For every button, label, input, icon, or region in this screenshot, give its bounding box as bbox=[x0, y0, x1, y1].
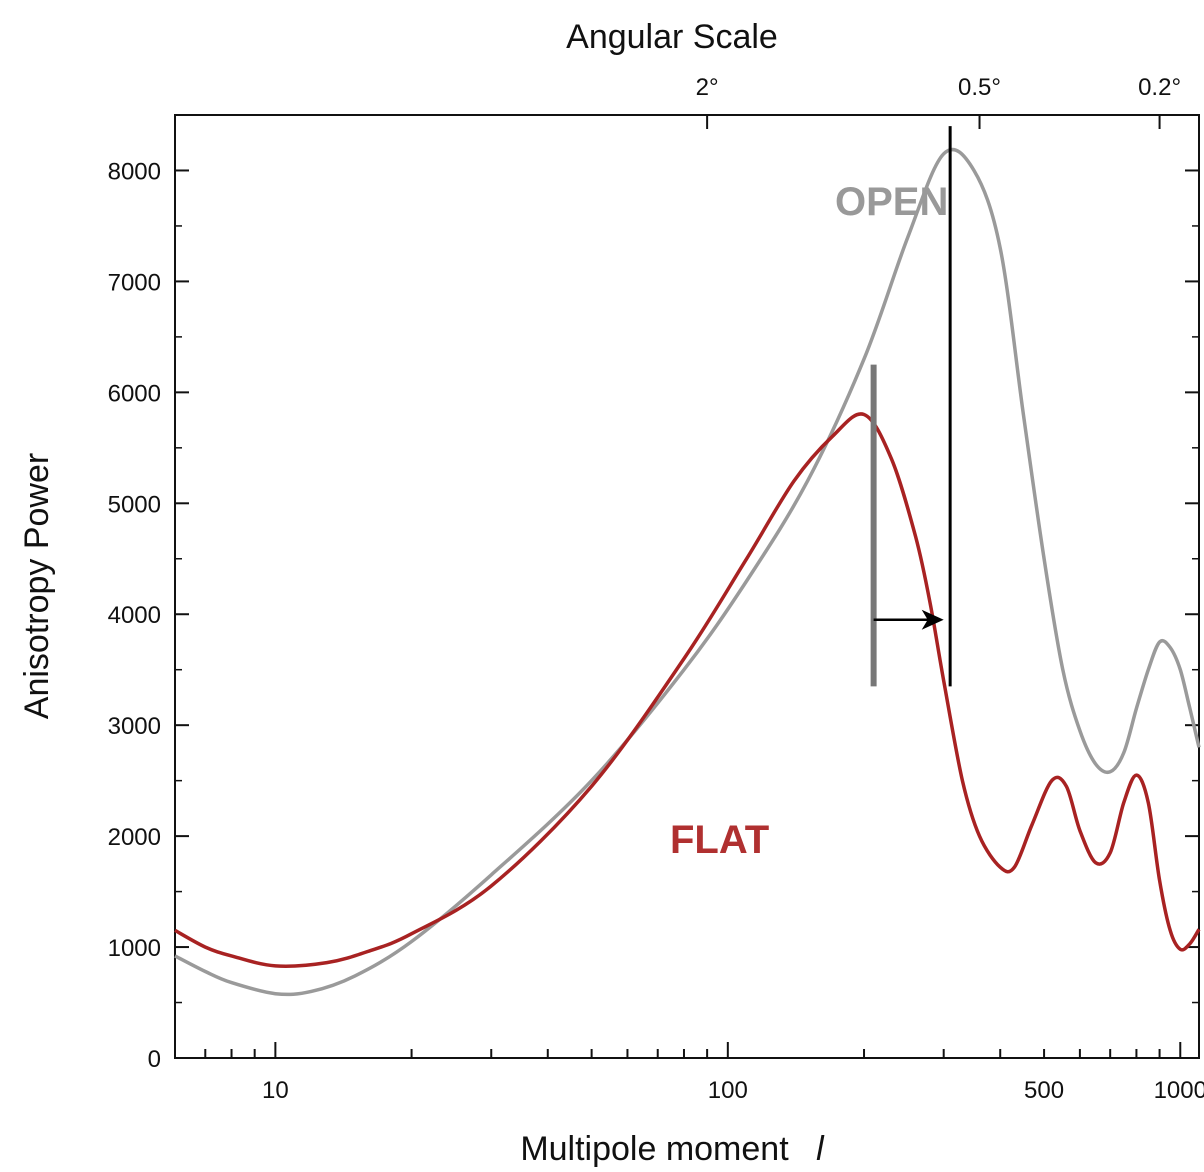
y-tick-label-6: 6000 bbox=[108, 380, 161, 407]
y-tick-label-0: 0 bbox=[148, 1046, 161, 1073]
y-tick-label-1: 1000 bbox=[108, 935, 161, 962]
x-tick-label-1: 100 bbox=[708, 1077, 748, 1104]
y-tick-label-3: 3000 bbox=[108, 713, 161, 740]
y-tick-label-7: 7000 bbox=[108, 269, 161, 296]
open-curve-label: OPEN bbox=[835, 180, 948, 224]
y-tick-label-5: 5000 bbox=[108, 491, 161, 518]
x-axis-title: Multipole moment l bbox=[520, 1130, 825, 1168]
shift-arrow-head bbox=[921, 609, 944, 630]
flat-curve-label: FLAT bbox=[670, 818, 769, 862]
x-axis-ticks: 10 100 500 1000 bbox=[174, 1042, 1204, 1104]
y-axis-title: Anisotropy Power bbox=[18, 453, 56, 719]
x-tick-label-2: 500 bbox=[1024, 1077, 1064, 1104]
y-tick-label-8: 8000 bbox=[108, 158, 161, 185]
top-tick-label-2: 0.5° bbox=[958, 74, 1001, 101]
y-tick-label-2: 2000 bbox=[108, 824, 161, 851]
top-tick-label-1: 2° bbox=[696, 74, 719, 101]
y-axis-ticks: 0 1000 2000 3000 4000 5000 6000 7000 8000 bbox=[108, 158, 1199, 1073]
marker-group bbox=[870, 126, 952, 687]
series-open-line bbox=[174, 147, 1201, 997]
series-group bbox=[174, 147, 1201, 997]
x-axis-title-text: Multipole moment bbox=[520, 1130, 789, 1168]
x-tick-label-0: 10 bbox=[262, 1077, 289, 1104]
x-axis-title-symbol: l bbox=[816, 1130, 825, 1168]
y-tick-label-4: 4000 bbox=[108, 602, 161, 629]
top-axis-title: Angular Scale bbox=[566, 18, 778, 56]
plot-frame bbox=[174, 114, 1200, 1059]
top-tick-label-3: 0.2° bbox=[1138, 74, 1181, 101]
top-axis-ticks: 90°2°0.5°0.2° bbox=[696, 74, 1181, 129]
series-flat-line bbox=[174, 412, 1201, 968]
x-tick-label-3: 1000 bbox=[1154, 1077, 1204, 1104]
